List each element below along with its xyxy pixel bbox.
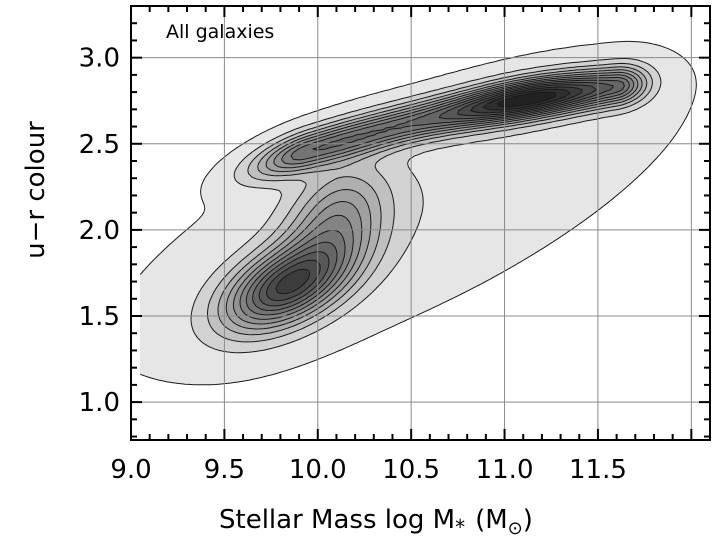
x-axis-title-paren-open: (M	[475, 505, 508, 535]
x-axis-title: Stellar Mass log M* (M⊙)	[219, 505, 533, 539]
y-tick-label: 3.0	[79, 44, 120, 74]
x-tick-label: 9.5	[204, 455, 245, 485]
x-tick-label: 9.0	[110, 455, 151, 485]
x-tick-labels: 9.0 9.5 10.0 10.5 11.0 11.5	[110, 455, 627, 485]
contour-line-level-14	[497, 91, 557, 108]
contour-line-level-9	[252, 79, 625, 311]
x-tick-label: 11.5	[569, 455, 627, 485]
contour-line-level-5	[225, 69, 643, 330]
contour-line-level-1	[139, 40, 697, 386]
x-axis-title-main: Stellar Mass log M	[219, 505, 455, 535]
contour-line-level-12	[275, 86, 583, 295]
contour-line-level-8	[245, 77, 630, 316]
contour-line-level-4	[217, 66, 648, 336]
plot-frame	[130, 5, 711, 441]
contour-line-level-7	[239, 74, 635, 320]
y-tick-label: 1.0	[79, 388, 120, 418]
x-axis-title-subscript: *	[455, 515, 465, 539]
x-tick-label: 10.0	[289, 455, 347, 485]
x-tick-label: 11.0	[476, 455, 534, 485]
y-tick-label: 2.0	[79, 216, 120, 246]
contour-line-level-10	[258, 82, 615, 307]
contour-line-level-3	[207, 62, 653, 343]
y-axis-title: u−r colour	[21, 121, 51, 259]
x-axis-title-sun-symbol: ⊙	[508, 518, 523, 539]
y-tick-labels: 1.0 1.5 2.0 2.5 3.0	[79, 44, 120, 418]
contour-line-level-6	[232, 71, 639, 325]
y-tick-label: 2.5	[79, 130, 120, 160]
x-axis-title-paren-close: )	[523, 505, 533, 535]
annotation-all-galaxies: All galaxies	[166, 21, 274, 43]
grid-lines	[131, 6, 710, 440]
density-contours	[139, 40, 697, 386]
x-tick-label: 10.5	[382, 455, 440, 485]
y-tick-label: 1.5	[79, 302, 120, 332]
